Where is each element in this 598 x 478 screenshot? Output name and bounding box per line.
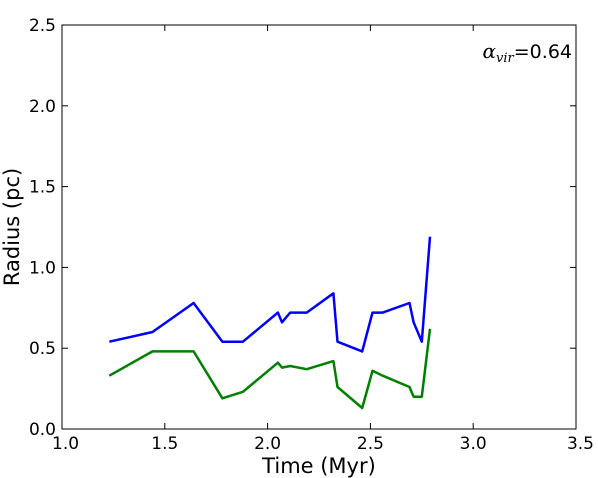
- y-axis: 0.0 0.5 1.0 1.5 2.0 2.5: [29, 16, 576, 440]
- x-tick-label: 1.5: [151, 434, 178, 454]
- plot-frame: [61, 24, 577, 430]
- x-tick-label: 3.0: [460, 434, 487, 454]
- alpha-vir-annotation: αvir=0.64: [483, 39, 572, 66]
- y-tick-label: 2.5: [29, 16, 56, 36]
- y-axis-title: Radius (pc): [0, 168, 24, 286]
- series-line-1: [109, 236, 432, 353]
- vir-subscript: vir: [496, 51, 515, 66]
- series-line-2: [108, 328, 432, 410]
- y-tick-label: 1.5: [29, 178, 56, 198]
- x-tick-label: 1.0: [52, 434, 79, 454]
- plot-background: [62, 25, 576, 429]
- alpha-vir-value: =0.64: [514, 41, 572, 63]
- y-tick-label: 0.5: [29, 339, 56, 359]
- x-tick-label: 3.5: [567, 434, 594, 454]
- y-tick-label: 0.0: [29, 420, 56, 440]
- x-tick-label: 2.0: [254, 434, 281, 454]
- series-layer: [108, 236, 432, 410]
- x-tick-label: 2.5: [357, 434, 384, 454]
- x-axis: 1.0 1.5 2.0 2.5 3.0 3.5: [52, 25, 594, 454]
- x-axis-title: Time (Myr): [261, 454, 376, 478]
- y-tick-label: 2.0: [29, 97, 56, 117]
- y-tick-label: 1.0: [29, 258, 56, 278]
- alpha-symbol: α: [483, 39, 497, 63]
